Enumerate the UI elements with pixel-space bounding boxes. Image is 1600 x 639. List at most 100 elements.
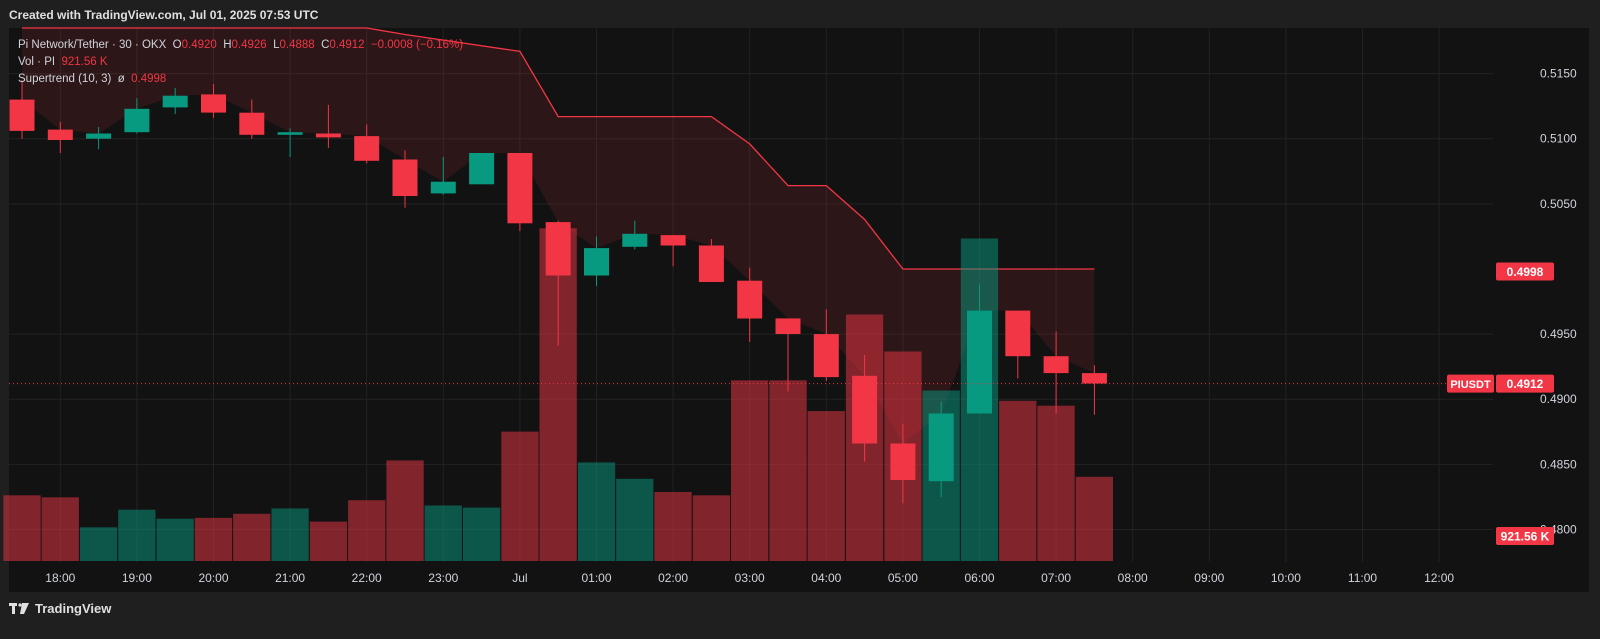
time-tick-label: 10:00 [1271,571,1301,585]
price-axis[interactable]: 0.51500.51000.50500.49500.49000.48500.48… [1493,28,1589,562]
volume-bar [118,509,156,561]
low-value: 0.4888 [279,39,315,51]
time-tick-label: 05:00 [888,571,918,585]
volume-bar [386,460,424,561]
time-tick-label: 19:00 [122,571,152,585]
time-axis[interactable]: 18:00 19:00 20:00 21:00 22:00 23:00 Jul 01:00 02… [45,571,1454,585]
price-badge-label: 0.4998 [1507,265,1544,279]
candle-body [392,159,418,196]
volume-badge [1496,527,1554,545]
time-tick-label: 01:00 [581,571,611,585]
volume-bar [194,517,233,561]
price-tick-label: 0.5050 [1540,197,1577,211]
time-tick-label: 04:00 [811,571,841,585]
candle-body [124,108,150,133]
price-tick-label: 0.5150 [1540,67,1577,81]
time-tick-label: Jul [512,571,527,585]
supertrend-line [22,27,1095,270]
bottom-bar [0,592,1600,639]
volume-bar [41,497,79,561]
candle-body [622,233,648,247]
candle-body [239,112,265,135]
candle-body [584,248,609,276]
symbol-title: Pi Network/Tether · 30 · OKX [18,39,167,51]
volume-bar [1037,405,1075,561]
candle-body [277,132,303,135]
volume-bar [462,507,501,561]
change-value: −0.0008 (−0.16%) [370,39,464,51]
volume-bar [271,508,309,561]
volume-bar [501,431,539,561]
supertrend-value: 0.4998 [131,73,167,85]
candle-body [737,280,763,319]
candle-body [1043,356,1069,374]
price-badges: 0.4998 0.4912 PIUSDT 921.56 K [1447,262,1554,545]
candle-body [775,318,801,334]
volume-bar [577,462,616,561]
time-tick-label: 23:00 [428,571,458,585]
close-value: 0.4912 [329,39,365,51]
volume-bar [731,380,769,561]
brand[interactable]: TradingView [9,601,111,616]
volume-bar [692,495,731,561]
volume-bar [156,518,194,561]
candle-body [545,222,571,276]
time-tick-label: 09:00 [1194,571,1224,585]
candle-body [813,334,839,378]
supertrend-label: Supertrend (10, 3) [18,73,112,85]
close-label: C [321,39,330,51]
open-value: 0.4920 [181,39,217,51]
open-label: O [172,39,182,51]
time-tick-label: 21:00 [275,571,305,585]
candle-body [354,136,380,161]
candle-body [890,443,916,480]
price-tick-label: 0.5100 [1540,132,1577,146]
brand-label: TradingView [35,601,112,616]
candle-body [698,245,724,282]
candle-body [660,235,686,246]
legend-volume-row: Vol · PI 921.56 K [18,54,463,71]
candle-body [201,94,226,113]
time-tick-label: 06:00 [964,571,994,585]
time-tick-label: 18:00 [45,571,75,585]
candle-body [315,133,341,138]
candle-body [469,153,495,185]
volume-bar [3,495,41,561]
candle-body [430,181,456,194]
supertrend-glyph: ø [117,73,125,85]
volume-value: 921.56 K [61,56,108,68]
top-bar: Created with TradingView.com, Jul 01, 20… [0,0,1600,28]
volume-label: Vol · PI [18,56,56,68]
candle-body [47,129,73,140]
volume-bar [424,505,462,561]
candle-body [1081,373,1107,384]
tradingview-logo-icon [9,603,29,614]
time-tick-label: 12:00 [1424,571,1454,585]
candle-body [928,413,954,482]
candle-body [507,153,533,224]
candles[interactable] [9,80,1493,504]
volume-bar [616,478,654,561]
volume-bar [309,521,348,561]
time-tick-label: 22:00 [352,571,382,585]
high-label: H [223,39,232,51]
legend-supertrend-row: Supertrend (10, 3) ø 0.4998 [18,71,463,88]
price-tick-label: 0.4850 [1540,457,1577,471]
time-tick-label: 11:00 [1348,571,1377,585]
time-tick-label: 07:00 [1041,571,1071,585]
volume-badge-label: 921.56 K [1501,530,1550,544]
symbol-badge-label: PIUSDT [1450,379,1491,391]
legend-symbol-row: Pi Network/Tether · 30 · OKX O0.4920 H 0.… [18,37,463,54]
volume-bar [999,400,1037,561]
price-tick-label: 0.4950 [1540,327,1577,341]
created-with-text: Created with TradingView.com, Jul 01, 20… [9,8,319,22]
time-tick-label: 20:00 [198,571,228,585]
candle-body [162,95,188,108]
volume-bars [3,228,1113,562]
volume-bar [1075,476,1113,561]
time-tick-label: 08:00 [1118,571,1148,585]
chart-legend: Pi Network/Tether · 30 · OKX O0.4920 H 0.… [18,37,463,88]
candle-body [1005,310,1031,357]
price-axis-bg [1493,28,1589,562]
